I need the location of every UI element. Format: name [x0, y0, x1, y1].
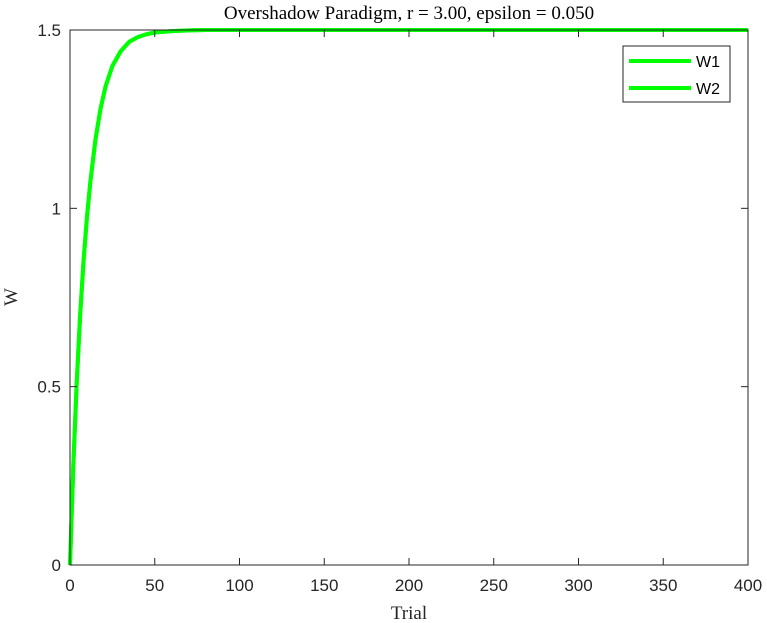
x-tick-label: 250	[480, 576, 508, 595]
x-axis-label: Trial	[391, 603, 427, 623]
chart-title: Overshadow Paradigm, r = 3.00, epsilon =…	[224, 3, 594, 24]
x-tick-label: 150	[310, 576, 338, 595]
axes-background	[70, 30, 748, 565]
legend-box	[622, 45, 731, 103]
plot-area: 0 50 100 150 200 250 300 350 400 0 0.5 1 1.5	[37, 21, 762, 595]
x-tick-label: 100	[225, 576, 253, 595]
x-tick-label: 300	[564, 576, 592, 595]
legend[interactable]: W1 W2	[622, 45, 731, 103]
y-tick-label: 1	[52, 199, 61, 218]
x-tick-label: 50	[145, 576, 164, 595]
x-tick-label: 200	[395, 576, 423, 595]
x-tick-label: 350	[649, 576, 677, 595]
y-tick-label: 0	[52, 556, 61, 575]
legend-label-w1: W1	[696, 54, 720, 71]
y-tick-label: 1.5	[37, 21, 61, 40]
y-axis-label: W	[1, 288, 22, 306]
y-tick-label: 0.5	[37, 378, 61, 397]
tick-layer: 0 50 100 150 200 250 300 350 400 0 0.5 1 1.5	[37, 21, 762, 595]
x-tick-label: 400	[734, 576, 762, 595]
legend-label-w2: W2	[696, 81, 720, 98]
x-tick-label: 0	[65, 576, 74, 595]
